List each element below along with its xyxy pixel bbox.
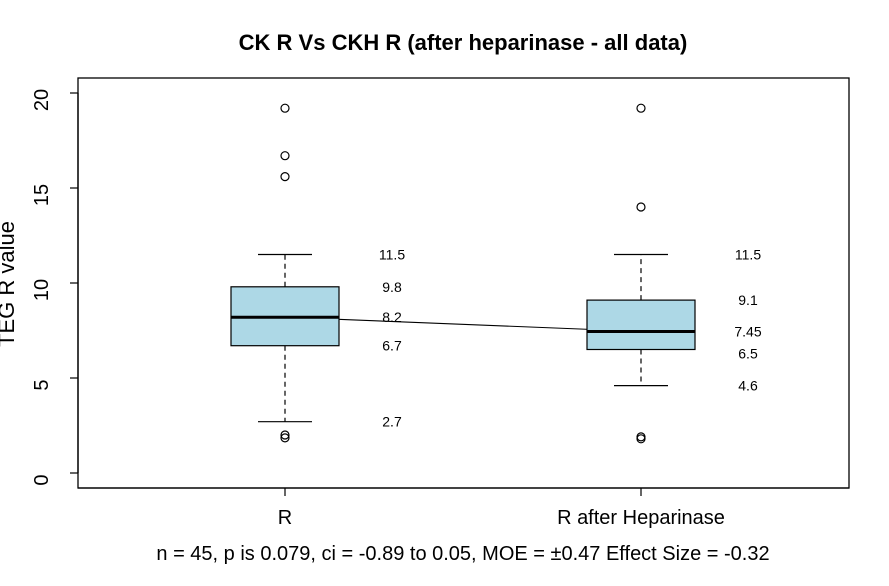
outlier-point-2-4 [636,103,646,113]
outlier-point-1-1 [280,433,290,443]
outlier-point-1-3 [280,172,290,182]
y-tick-label-4: 15 [31,184,53,206]
value-label-1-2: 9.8 [382,279,402,295]
plot-area: 11.5 9.8 8.2 6.7 2.7 11.5 9.1 7.45 6.5 4.6 R R aft… [31,77,850,529]
y-tick-label-1: 0 [31,474,53,485]
value-label-1-5: 2.7 [382,414,402,430]
value-label-2-3: 7.45 [734,323,761,339]
value-label-1-4: 6.7 [382,338,402,354]
footer-text: n = 45, p is 0.079, ci = -0.89 to 0.05, … [156,543,769,565]
value-label-1-3: 8.2 [382,309,402,325]
outlier-point-2-2 [636,432,646,442]
outlier-point-1-2 [280,430,290,440]
plot-frame [77,77,850,489]
x-tick-label-2: R after Heparinase [557,507,725,529]
outlier-point-2-1 [636,434,646,444]
y-tick-label-2: 5 [31,379,53,390]
value-label-2-2: 9.1 [738,292,758,308]
value-label-1-1: 11.5 [379,247,405,263]
value-label-2-1: 11.5 [735,247,761,263]
labels-layer: 11.5 9.8 8.2 6.7 2.7 11.5 9.1 7.45 6.5 4.6 [379,247,762,430]
y-tick-label-3: 10 [31,279,53,301]
chart-title: CK R Vs CKH R (after heparinase - all da… [239,30,688,55]
outlier-point-1-5 [280,103,290,113]
median-connector-line [284,316,642,332]
boxes-layer [230,103,696,444]
value-label-2-5: 4.6 [738,378,758,394]
box-2 [586,299,696,351]
ticks-layer: R R after Heparinase 0 5 10 15 20 [31,89,725,529]
outlier-point-2-3 [636,202,646,212]
outlier-point-1-4 [280,151,290,161]
value-label-2-4: 6.5 [738,346,758,362]
y-axis-label: TEG R value [0,221,19,347]
connector-layer [284,316,642,332]
y-tick-label-5: 20 [31,89,53,111]
x-tick-label-1: R [278,507,292,529]
